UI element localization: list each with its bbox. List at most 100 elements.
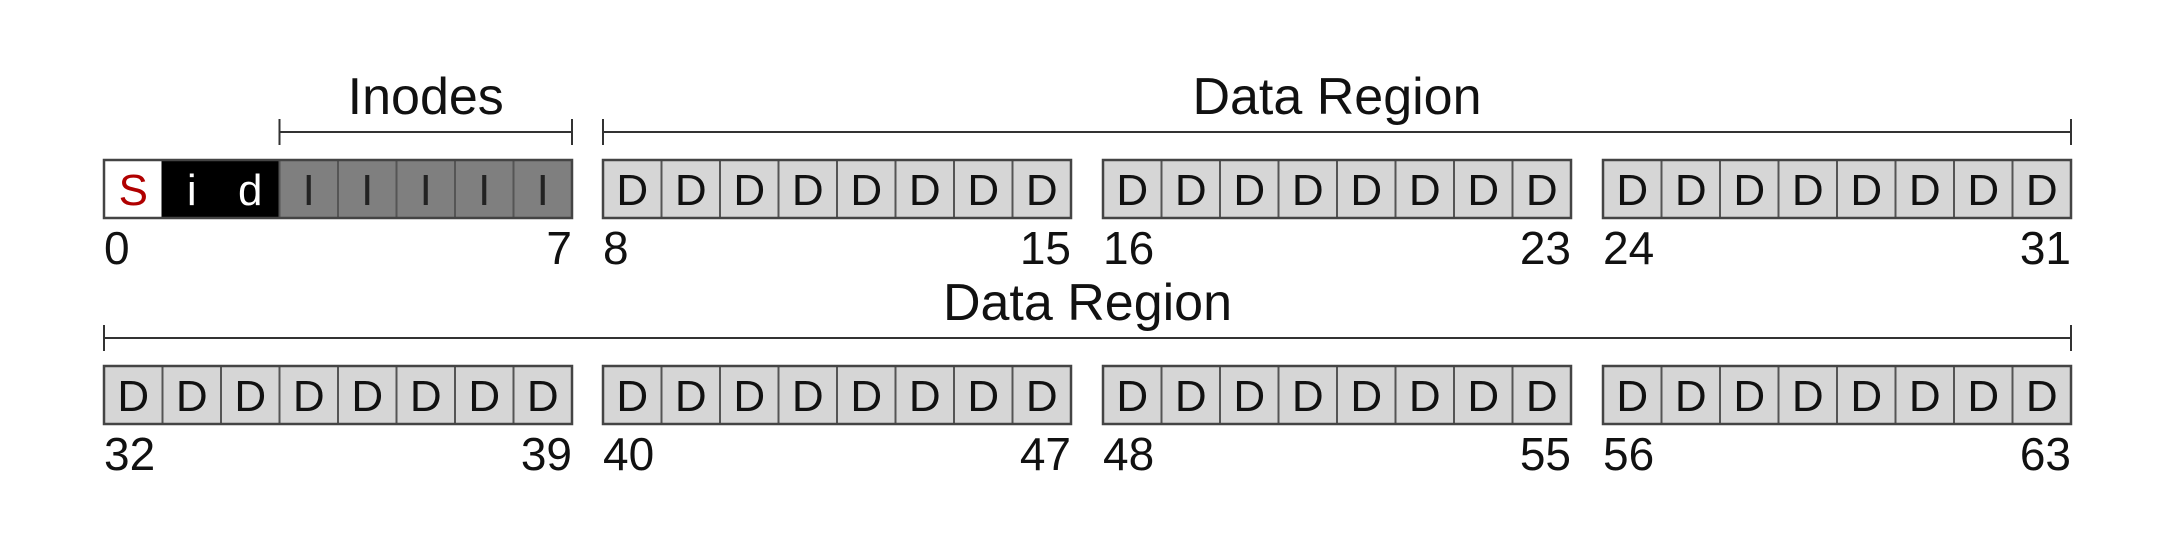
block-index-end: 47 [1020,428,1071,480]
data-block-letter: D [675,372,707,421]
block-index-start: 8 [603,222,629,274]
data-block-letter: D [792,166,824,215]
block-index-end: 63 [2020,428,2071,480]
data-block-letter: D [1350,372,1382,421]
block-index-end: 23 [1520,222,1571,274]
data-block-letter: D [1792,372,1824,421]
data-block-letter: D [293,372,325,421]
inode-block [337,159,398,219]
data-block-letter: D [1467,372,1499,421]
data-block-letter: D [1233,372,1265,421]
data-block [953,365,1014,425]
data-block-letter: D [1967,372,1999,421]
data-block-letter: D [1350,166,1382,215]
data-block-letter: D [1526,372,1558,421]
block-index-end: 39 [521,428,572,480]
inode-block [454,159,515,219]
span-title: Data Region [943,274,1232,332]
data-block-letter: D [733,372,765,421]
data-block-letter: D [850,166,882,215]
data-block-letter: D [1616,372,1648,421]
block-group-border [1601,364,2073,426]
span-title: Inodes [348,68,504,126]
inode-block-letter: I [478,166,490,215]
data-block [2011,365,2072,425]
data-block-letter: D [2026,166,2058,215]
block-group-border [601,158,1073,220]
data-block [1511,365,1572,425]
bitmap-block-letter: i [187,166,197,215]
block-group-border [1601,158,2073,220]
data-block [953,159,1014,219]
inode-block-letter: I [361,166,373,215]
data-block [719,365,780,425]
block-index-end: 31 [2020,222,2071,274]
block-group-border [102,158,574,220]
data-block [602,365,663,425]
block-group-border [1101,158,1573,220]
data-block-letter: D [1675,166,1707,215]
data-block-letter: D [1292,166,1324,215]
data-block [894,159,955,219]
data-block-letter: D [1733,372,1765,421]
inode-block-letter: I [420,166,432,215]
data-block-letter: D [1467,166,1499,215]
data-block [1160,159,1221,219]
data-block-letter: D [792,372,824,421]
bitmap-block-letter: d [238,166,262,215]
data-block-letter: D [234,372,266,421]
data-block-letter: D [1792,166,1824,215]
data-block-letter: D [468,372,500,421]
data-block-letter: D [616,166,648,215]
data-block-letter: D [675,166,707,215]
data-block-letter: D [1409,166,1441,215]
inode-block [395,159,456,219]
data-block-letter: D [1850,372,1882,421]
block-index-start: 32 [104,428,155,480]
data-block [719,159,780,219]
data-block-letter: D [176,372,208,421]
data-block-letter: D [1175,166,1207,215]
block-group-border [102,364,574,426]
data-block-letter: D [1116,166,1148,215]
data-block-letter: D [1116,372,1148,421]
data-block [777,159,838,219]
data-block-letter: D [351,372,383,421]
data-block-letter: D [1026,166,1058,215]
data-block-letter: D [909,372,941,421]
block-index-start: 24 [1603,222,1654,274]
inode-block-letter: I [303,166,315,215]
data-block-letter: D [1967,166,1999,215]
data-block [278,365,339,425]
data-block-letter: D [733,166,765,215]
block-group-border [1101,364,1573,426]
data-block-letter: D [1026,372,1058,421]
data-block [1953,365,2014,425]
data-block-letter: D [2026,372,2058,421]
data-block-letter: D [1675,372,1707,421]
data-block [1336,159,1397,219]
data-block-letter: D [909,166,941,215]
span-title: Data Region [1192,68,1481,126]
data-block-letter: D [1909,166,1941,215]
inode-block-letter: I [537,166,549,215]
data-block-letter: D [1616,166,1648,215]
data-block-letter: D [117,372,149,421]
data-block-letter: D [1526,166,1558,215]
block-index-start: 56 [1603,428,1654,480]
data-block [395,365,456,425]
data-block [1102,159,1163,219]
data-block-letter: D [1409,372,1441,421]
block-index-start: 48 [1103,428,1154,480]
data-block-letter: D [1909,372,1941,421]
data-block-letter: D [967,372,999,421]
data-block-letter: D [1292,372,1324,421]
inode-block [512,159,573,219]
data-block-letter: D [850,372,882,421]
block-index-end: 15 [1020,222,1071,274]
data-block-letter: D [1733,166,1765,215]
data-block [1453,365,1514,425]
block-index-start: 16 [1103,222,1154,274]
data-block-letter: D [1850,166,1882,215]
